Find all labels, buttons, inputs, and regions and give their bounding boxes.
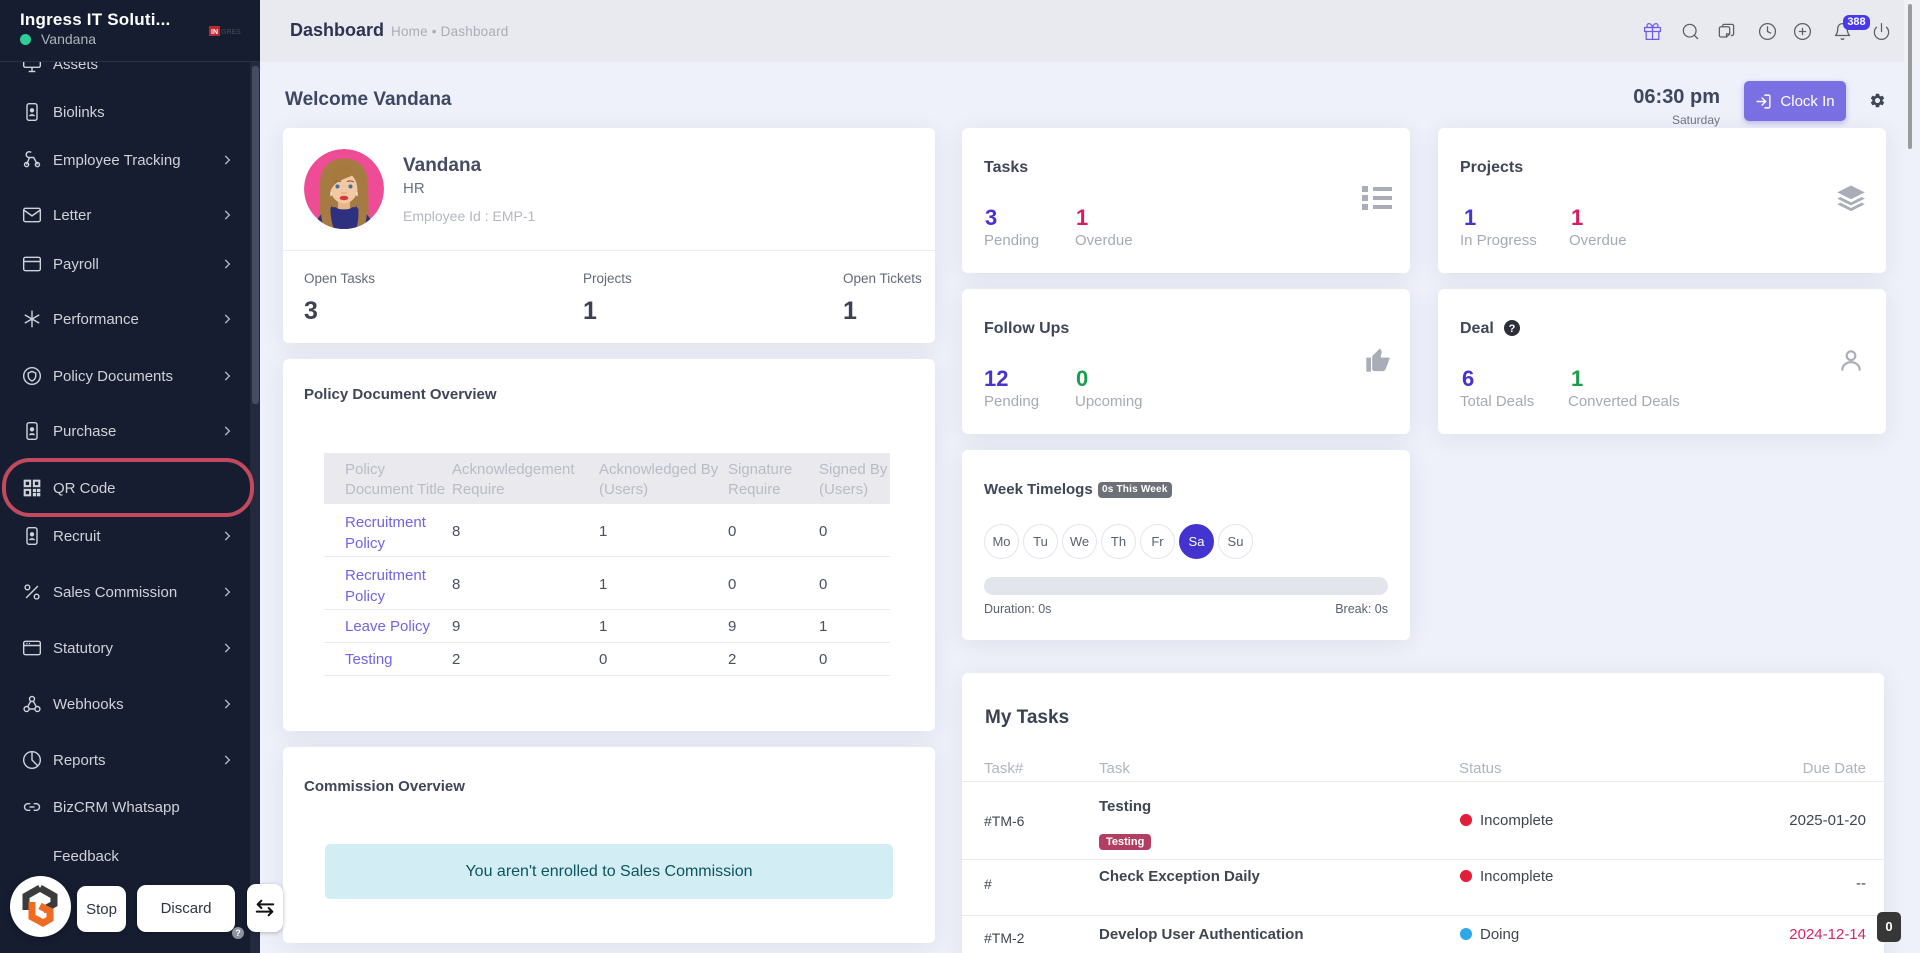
svg-text:GRESS: GRESS xyxy=(221,29,241,36)
svg-text:IN: IN xyxy=(211,29,218,36)
svg-text:?: ? xyxy=(1509,323,1516,335)
